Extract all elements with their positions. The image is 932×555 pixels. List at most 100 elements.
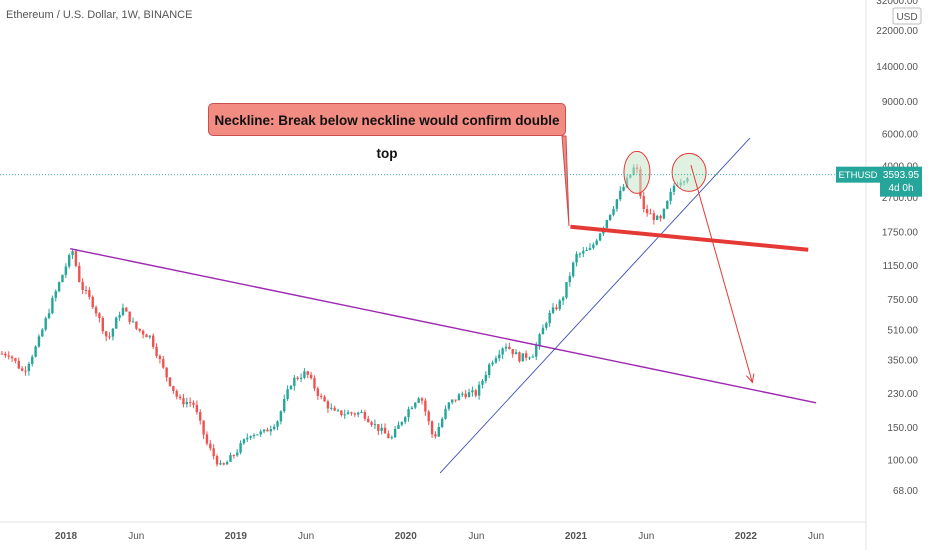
candle-body <box>299 377 303 379</box>
price-tick: 510.00 <box>887 326 918 337</box>
candle-body <box>582 250 585 254</box>
candle-body <box>175 391 178 397</box>
candle-body <box>54 291 57 298</box>
time-tick: Jun <box>128 531 144 542</box>
candle-body <box>652 213 656 220</box>
candle-body <box>407 409 410 418</box>
candle-body <box>98 313 101 318</box>
candle-body <box>336 410 340 412</box>
candle-body <box>424 400 427 412</box>
candle-body <box>360 412 363 414</box>
candle-body <box>592 244 595 248</box>
time-tick: Jun <box>298 531 314 542</box>
candle-body <box>588 247 592 250</box>
candle-body <box>115 317 118 329</box>
candle-body <box>619 190 622 200</box>
candle-body <box>31 356 34 364</box>
candle-body <box>128 311 131 322</box>
price-tick: 350.00 <box>887 356 918 367</box>
candle-body <box>47 313 51 319</box>
candle-body <box>373 424 377 426</box>
candle-body <box>457 394 461 401</box>
candle-body <box>333 407 336 411</box>
candle-body <box>367 418 370 423</box>
candle-body <box>27 363 31 372</box>
candle-body <box>340 410 343 416</box>
time-tick: 2021 <box>565 531 588 542</box>
candle-body <box>88 290 91 297</box>
double-top-circle-2 <box>671 152 707 192</box>
candle-body <box>242 439 246 444</box>
candle-body <box>121 307 125 316</box>
candle-body <box>427 411 430 422</box>
candle-body <box>125 307 128 312</box>
neckline-annotation[interactable]: Neckline: Break below neckline would con… <box>208 103 566 161</box>
price-tick: 68.00 <box>893 486 918 497</box>
candle-body <box>188 401 192 403</box>
candle-body <box>17 360 20 369</box>
target-arrow-line <box>690 165 753 383</box>
candle-body <box>514 352 518 355</box>
candle-body <box>259 431 262 435</box>
candle-body <box>225 461 229 465</box>
symbol-tag <box>836 166 880 183</box>
candle-body <box>296 377 299 379</box>
candle-body <box>94 307 98 314</box>
target-arrowhead <box>746 373 755 384</box>
candle-body <box>199 412 202 421</box>
candle-body <box>205 434 209 444</box>
time-tick: Jun <box>808 531 824 542</box>
candle-body <box>454 399 457 401</box>
candle-body <box>410 407 414 410</box>
neckline <box>570 224 809 252</box>
price-tag <box>880 166 922 197</box>
candle-body <box>219 463 222 465</box>
candle-body <box>605 220 608 228</box>
candle-body <box>464 393 467 398</box>
candle-body <box>266 429 269 432</box>
candle-body <box>528 357 531 359</box>
candle-body <box>511 349 514 355</box>
candle-body <box>541 327 545 335</box>
candle-body <box>524 353 528 358</box>
candle-body <box>283 399 286 412</box>
candle-body <box>400 421 404 425</box>
candle-body <box>145 334 148 338</box>
candle-body <box>249 436 252 438</box>
candle-body <box>141 330 145 335</box>
candle-body <box>256 434 259 436</box>
candle-body <box>91 296 94 308</box>
candle-body <box>269 429 272 432</box>
candle-body <box>101 317 104 332</box>
price-tick: 32000.00 <box>876 0 918 7</box>
candle-body <box>565 282 568 298</box>
candle-body <box>57 282 61 292</box>
candle-body <box>440 418 444 428</box>
time-tick: Jun <box>638 531 654 542</box>
candle-body <box>162 359 165 368</box>
candle-body <box>585 249 588 251</box>
candle-body <box>111 328 115 337</box>
price-tick: 150.00 <box>887 423 918 434</box>
candle-body <box>568 276 572 283</box>
candle-body <box>356 412 360 415</box>
price-tag-countdown: 4d 0h <box>888 183 913 194</box>
candle-body <box>488 364 491 376</box>
candle-body <box>192 402 195 405</box>
candle-body <box>343 414 346 416</box>
candle-body <box>320 395 323 397</box>
candle-body <box>215 456 219 465</box>
candle-body <box>202 420 205 435</box>
candle-body <box>414 402 417 408</box>
candle-body <box>178 396 182 399</box>
candle-body <box>293 377 296 386</box>
currency-badge <box>892 7 922 25</box>
candle-body <box>323 396 326 402</box>
candle-body <box>330 407 333 409</box>
candle-body <box>68 255 71 267</box>
candle-body <box>417 398 420 403</box>
symbol-title: Ethereum / U.S. Dollar, 1W, BINANCE <box>6 9 193 21</box>
candle-body <box>434 434 437 437</box>
candle-body <box>491 362 494 365</box>
